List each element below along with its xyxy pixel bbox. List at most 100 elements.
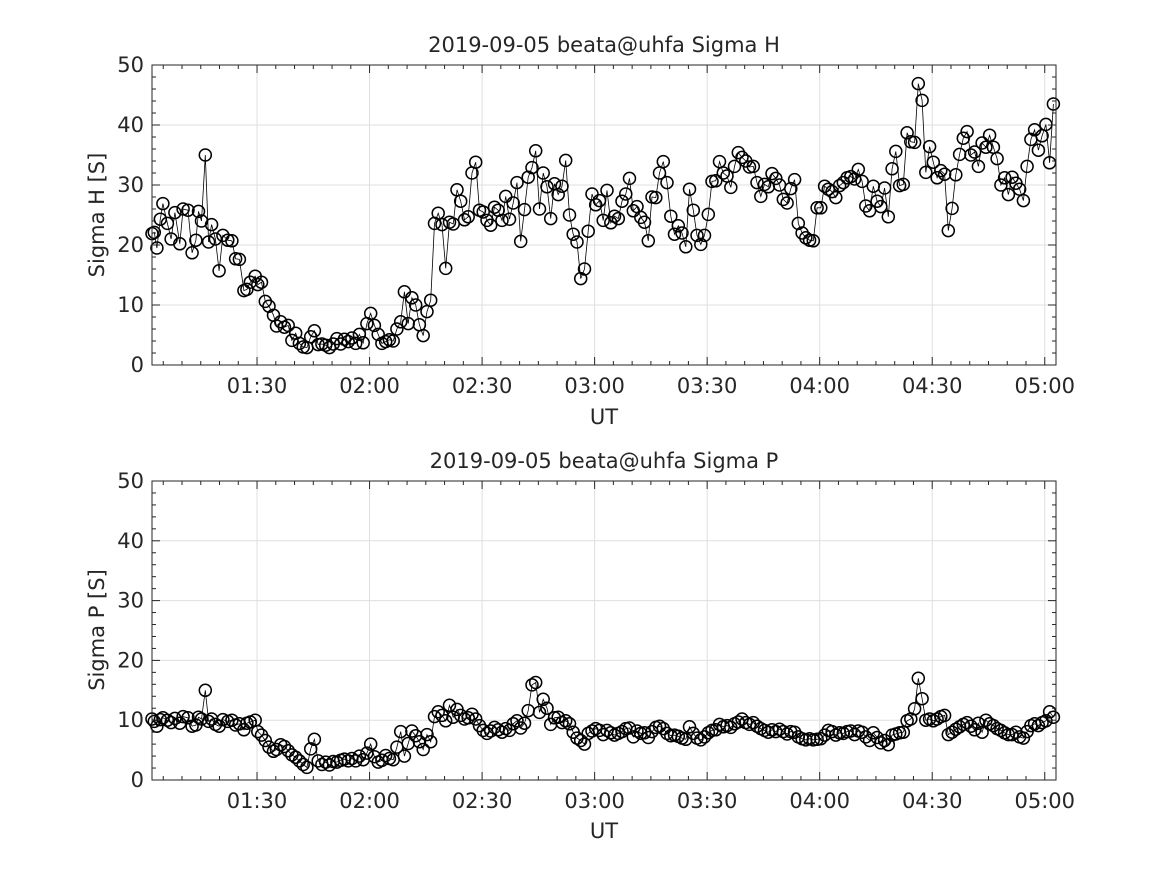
sigma-h-data-point [874,199,888,214]
sigma-h-data-point [292,336,307,351]
sigma-h-data-point [810,201,824,215]
sigma-h-data-point [709,174,723,188]
sigma-h-data-point [588,198,603,212]
sigma-h-data-point [637,215,652,229]
sigma-h-data-point [787,172,802,187]
sigma-p-data-point [652,719,667,733]
sigma-h-data-point [457,213,472,227]
y-tick-label: 30 [117,589,144,613]
sigma-p-data-point [682,720,697,734]
sigma-h-data-point [446,217,460,231]
sigma-h-data-point [168,205,182,220]
sigma-h-data-point [543,211,558,226]
sigma-h-data-point [799,231,813,245]
sigma-p-data-point [971,716,986,730]
sigma-p-title: 2019-09-05 beata@uhfa Sigma P [430,449,779,473]
sigma-h-data-point [784,181,798,196]
sigma-h-data-point [716,166,731,180]
sigma-h-data-point [352,327,367,342]
sigma-h-data-point [232,252,247,267]
sigma-h-data-point [307,324,322,338]
sigma-h-data-point [776,192,791,207]
sigma-p-data-point [168,711,182,726]
sigma-h-data-point [1039,117,1053,132]
y-tick-label: 40 [117,529,144,553]
sigma-p-data-point [341,754,355,768]
sigma-h-data-point [204,217,219,232]
x-tick-label: 02:00 [339,789,400,813]
sigma-h-data-point [997,171,1012,185]
sigma-h-data-point [844,169,858,184]
sigma-p-data-point [431,705,445,719]
sigma-h-data-point [461,210,475,224]
sigma-h-data-point [506,196,520,210]
sigma-h-data-point [964,148,978,162]
sigma-p-data-point [461,711,475,725]
sigma-p-data-point [397,749,412,763]
sigma-p-data-point [164,715,178,730]
y-tick-label: 0 [131,768,144,792]
sigma-h-data-point [664,209,678,223]
sigma-h-data-point [757,177,772,192]
sigma-h-data-point [341,334,355,349]
sigma-h-data-point [495,213,509,228]
sigma-h-data-point [423,293,438,307]
sigma-p-data-point [855,725,869,739]
sigma-p-data-point [573,733,588,748]
sigma-p-data-point [1031,718,1046,733]
sigma-p-data-point [1016,731,1031,745]
sigma-h-data-point [697,228,712,243]
x-tick-label: 03:00 [564,374,625,398]
sigma-h-data-point [363,306,378,321]
sigma-h-data-point [570,235,584,249]
sigma-h-data-point [896,177,911,192]
sigma-h-data-point [176,202,190,216]
sigma-h-data-point [540,180,554,194]
sigma-p-data-point [517,716,532,730]
sigma-h-data-point [318,338,333,352]
sigma-h-data-point [502,212,517,226]
sigma-p-series-line [151,678,1054,769]
sigma-h-data-point [221,233,235,247]
y-tick-label: 50 [117,469,144,493]
x-tick-label: 05:00 [1014,374,1075,398]
sigma-p-data-point [874,736,888,750]
sigma-p-data-point [532,705,547,720]
sigma-h-data-point [356,336,370,350]
sigma-h-data-point [212,264,226,278]
sigma-p-data-point [866,726,881,740]
sigma-p-data-point [160,713,175,727]
sigma-h-data-point [814,201,828,215]
sigma-h-data-point [558,153,573,168]
y-tick-label: 30 [117,173,144,197]
x-tick-label: 04:30 [902,374,963,398]
sigma-h-data-point [521,170,535,184]
sigma-h-series-line [151,83,1054,349]
sigma-p-data-point [405,724,419,738]
sigma-h-data-point [573,271,588,286]
x-tick-label: 02:30 [452,789,513,813]
sigma-h-data-point [686,203,701,217]
sigma-h-data-point [934,163,948,178]
sigma-h-data-point [915,93,929,108]
sigma-p-data-point [423,734,438,749]
sigma-h-data-point [919,165,933,180]
sigma-h-data-point [847,172,862,186]
sigma-h-data-point [198,148,213,162]
sigma-h-data-point [555,179,569,193]
sigma-h-data-point [832,178,847,193]
sigma-h-data-point [649,190,663,205]
sigma-h-data-point [960,124,974,139]
sigma-p-data-point [416,742,430,757]
sigma-h-data-point [750,175,764,190]
x-tick-label: 03:00 [564,789,625,813]
sigma-p-series [145,671,1061,775]
sigma-p-data-point [258,733,273,748]
sigma-h-data-point [930,171,944,185]
sigma-h-data-point [671,219,686,233]
x-tick-label: 01:30 [227,789,288,813]
sigma-h-data-point [971,159,986,174]
sigma-h-data-point [566,227,580,241]
sigma-h-x-axis-label: UT [590,405,618,429]
